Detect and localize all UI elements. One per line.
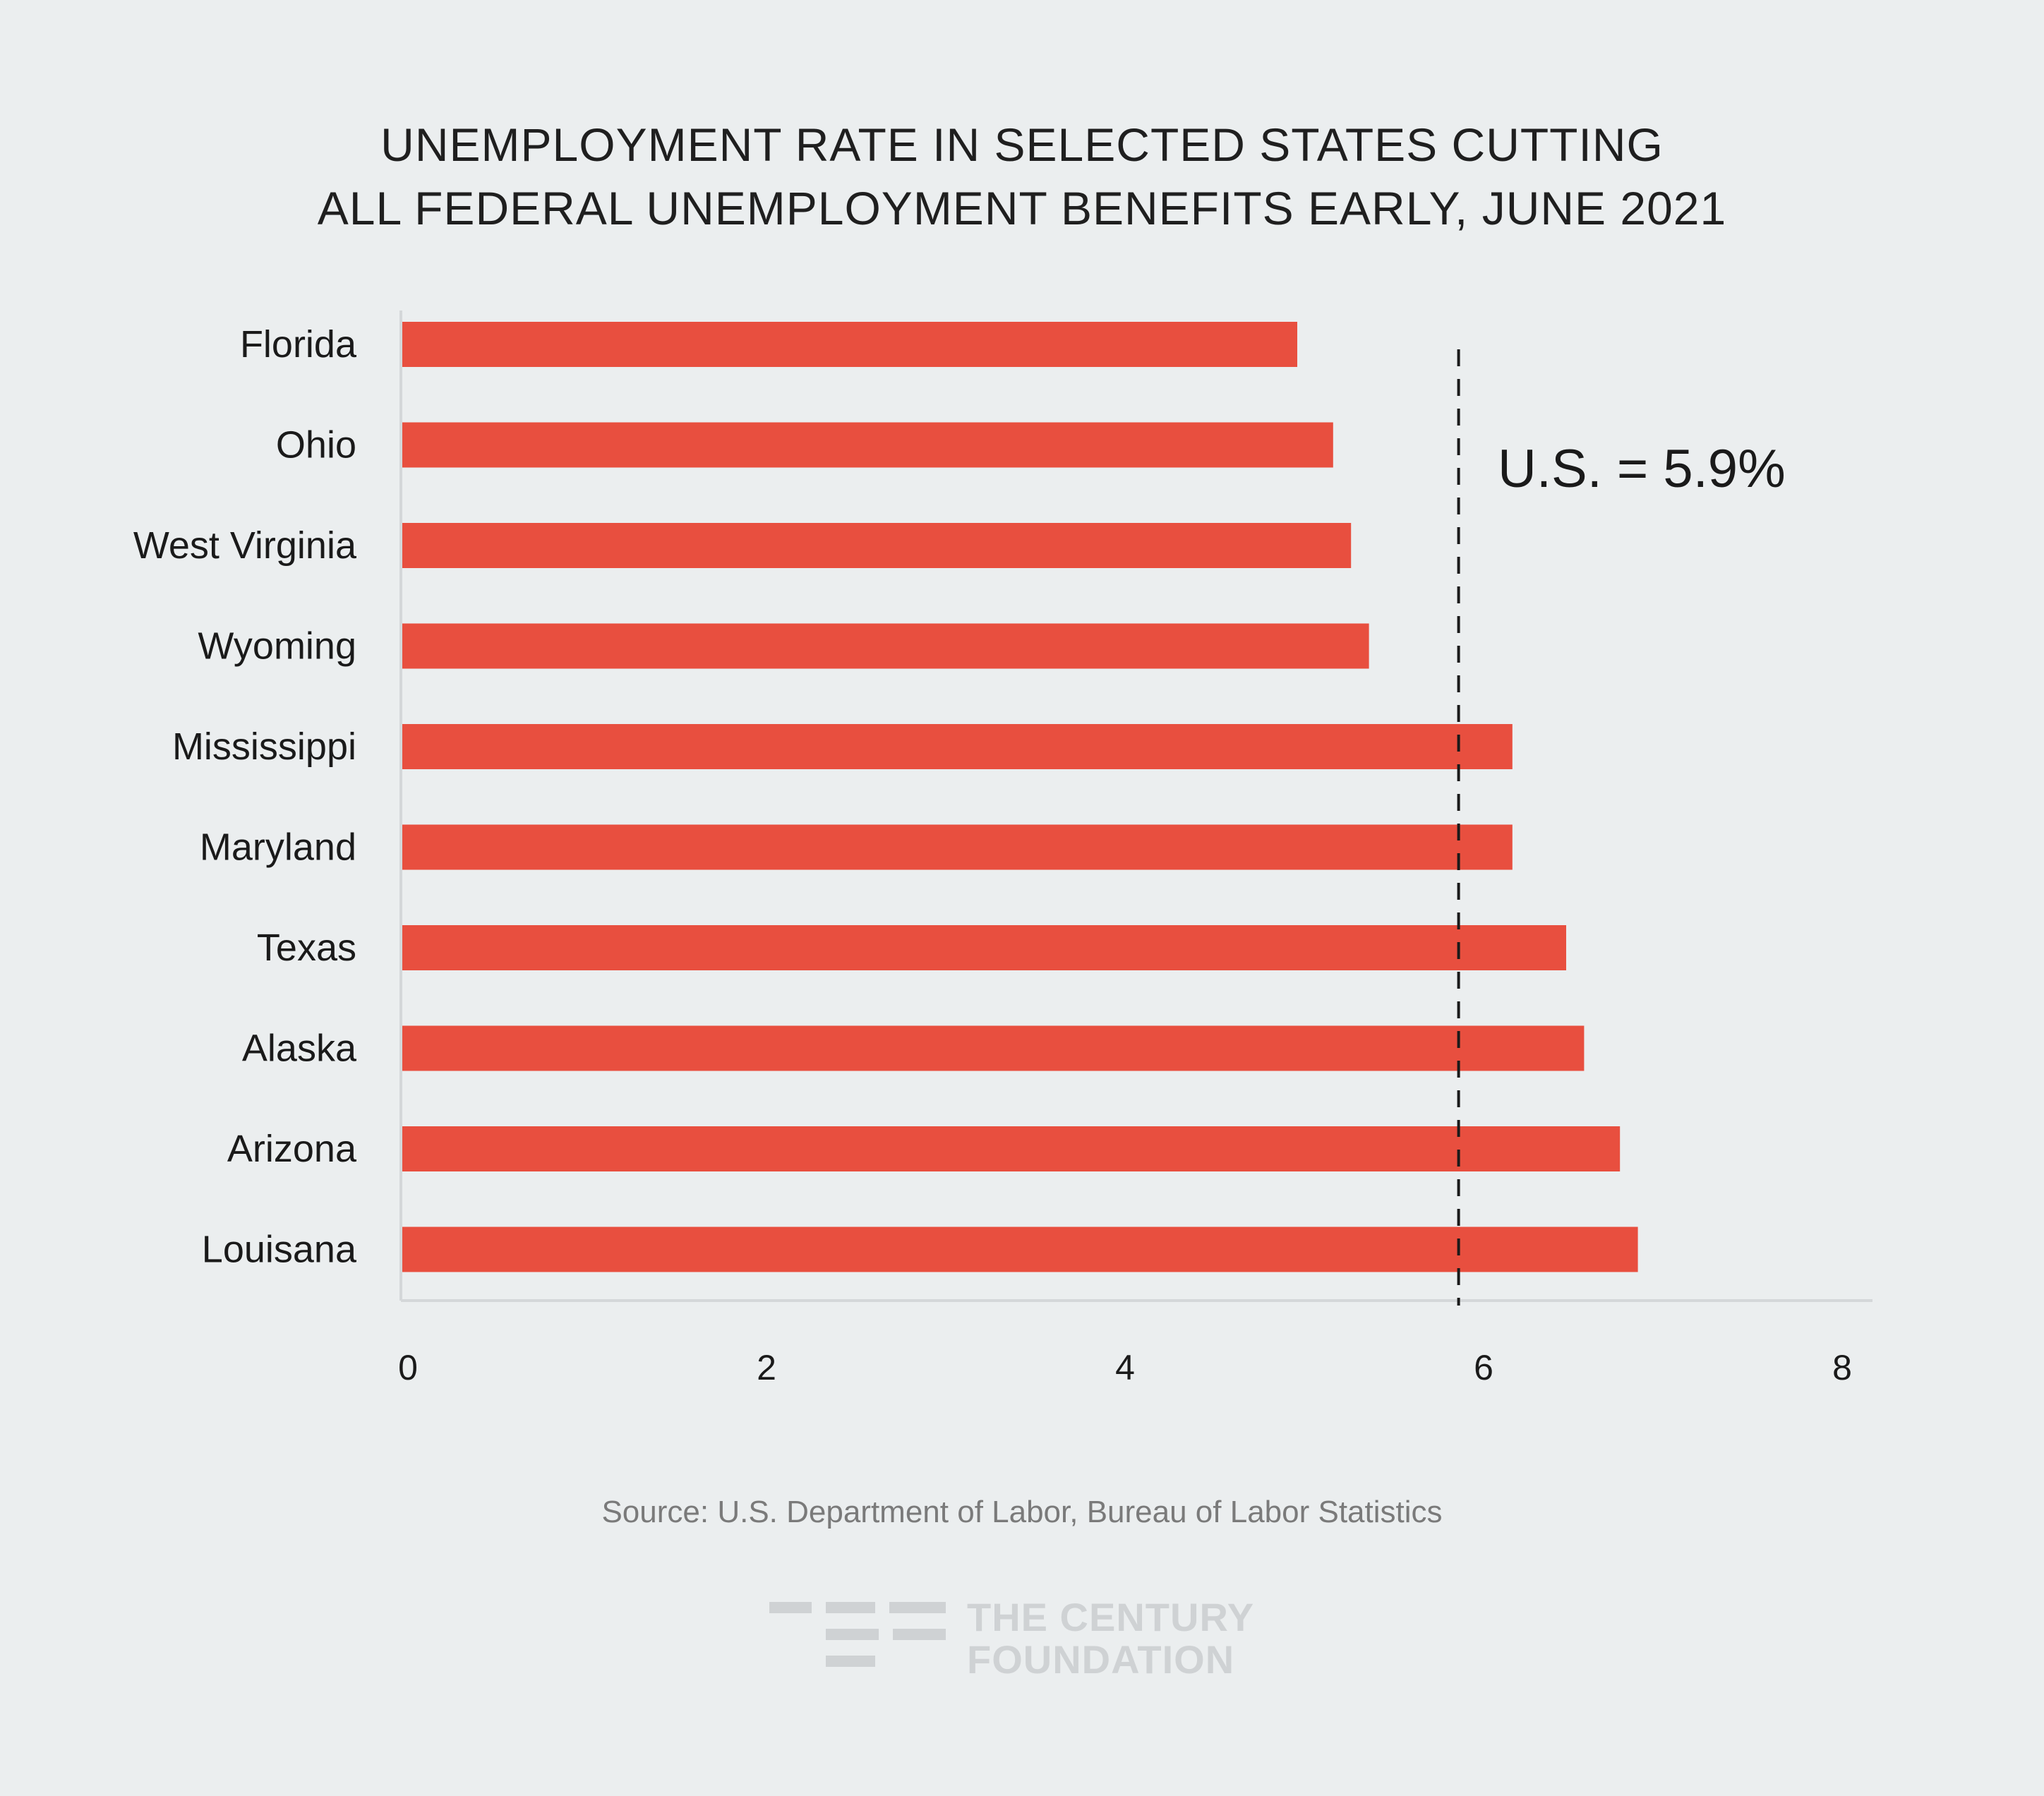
x-axis-ticks: 0 2 4 6 8: [398, 1348, 1852, 1387]
us-average-label: U.S. = 5.9%: [1498, 439, 1786, 499]
category-label: Mississippi: [172, 725, 356, 768]
logo-line-2: FOUNDATION: [967, 1637, 1235, 1682]
bar-louisana: [401, 1227, 1638, 1272]
category-labels: Florida Ohio West Virginia Wyoming Mississip…: [133, 323, 357, 1271]
bar-florida: [401, 322, 1297, 367]
category-label: Ohio: [276, 424, 356, 466]
x-tick-label: 8: [1832, 1348, 1852, 1387]
source-note: Source: U.S. Department of Labor, Bureau…: [601, 1495, 1443, 1529]
category-label: Louisana: [202, 1229, 357, 1271]
century-foundation-logo-mark-icon: [769, 1602, 946, 1667]
bar-mississippi: [401, 724, 1513, 769]
bar-ohio: [401, 422, 1333, 468]
category-label: Arizona: [227, 1128, 357, 1170]
logo-wordmark: THE CENTURY FOUNDATION: [967, 1596, 1254, 1681]
chart-title-line-2: ALL FEDERAL UNEMPLOYMENT BENEFITS EARLY,…: [317, 182, 1727, 234]
chart-title: UNEMPLOYMENT RATE IN SELECTED STATES CUT…: [0, 113, 2044, 240]
bar-alaska: [401, 1025, 1585, 1071]
category-label: West Virginia: [133, 524, 357, 567]
category-label: Wyoming: [198, 625, 356, 668]
bar-maryland: [401, 824, 1513, 870]
logo-line-1: THE CENTURY: [967, 1595, 1255, 1639]
x-tick-label: 6: [1474, 1348, 1493, 1387]
category-label: Texas: [257, 927, 356, 969]
x-tick-label: 0: [398, 1348, 418, 1387]
chart-title-line-1: UNEMPLOYMENT RATE IN SELECTED STATES CUT…: [380, 119, 1664, 171]
bar-wyoming: [401, 623, 1369, 669]
category-label: Florida: [240, 323, 357, 366]
category-label: Alaska: [242, 1027, 357, 1070]
century-foundation-logo: THE CENTURY FOUNDATION: [769, 1596, 1278, 1681]
x-tick-label: 4: [1115, 1348, 1135, 1387]
bar-texas: [401, 925, 1566, 970]
bar-west-virginia: [401, 523, 1352, 568]
category-label: Maryland: [200, 826, 356, 869]
x-tick-label: 2: [757, 1348, 776, 1387]
bars-layer: [401, 322, 1638, 1272]
bar-arizona: [401, 1126, 1621, 1171]
